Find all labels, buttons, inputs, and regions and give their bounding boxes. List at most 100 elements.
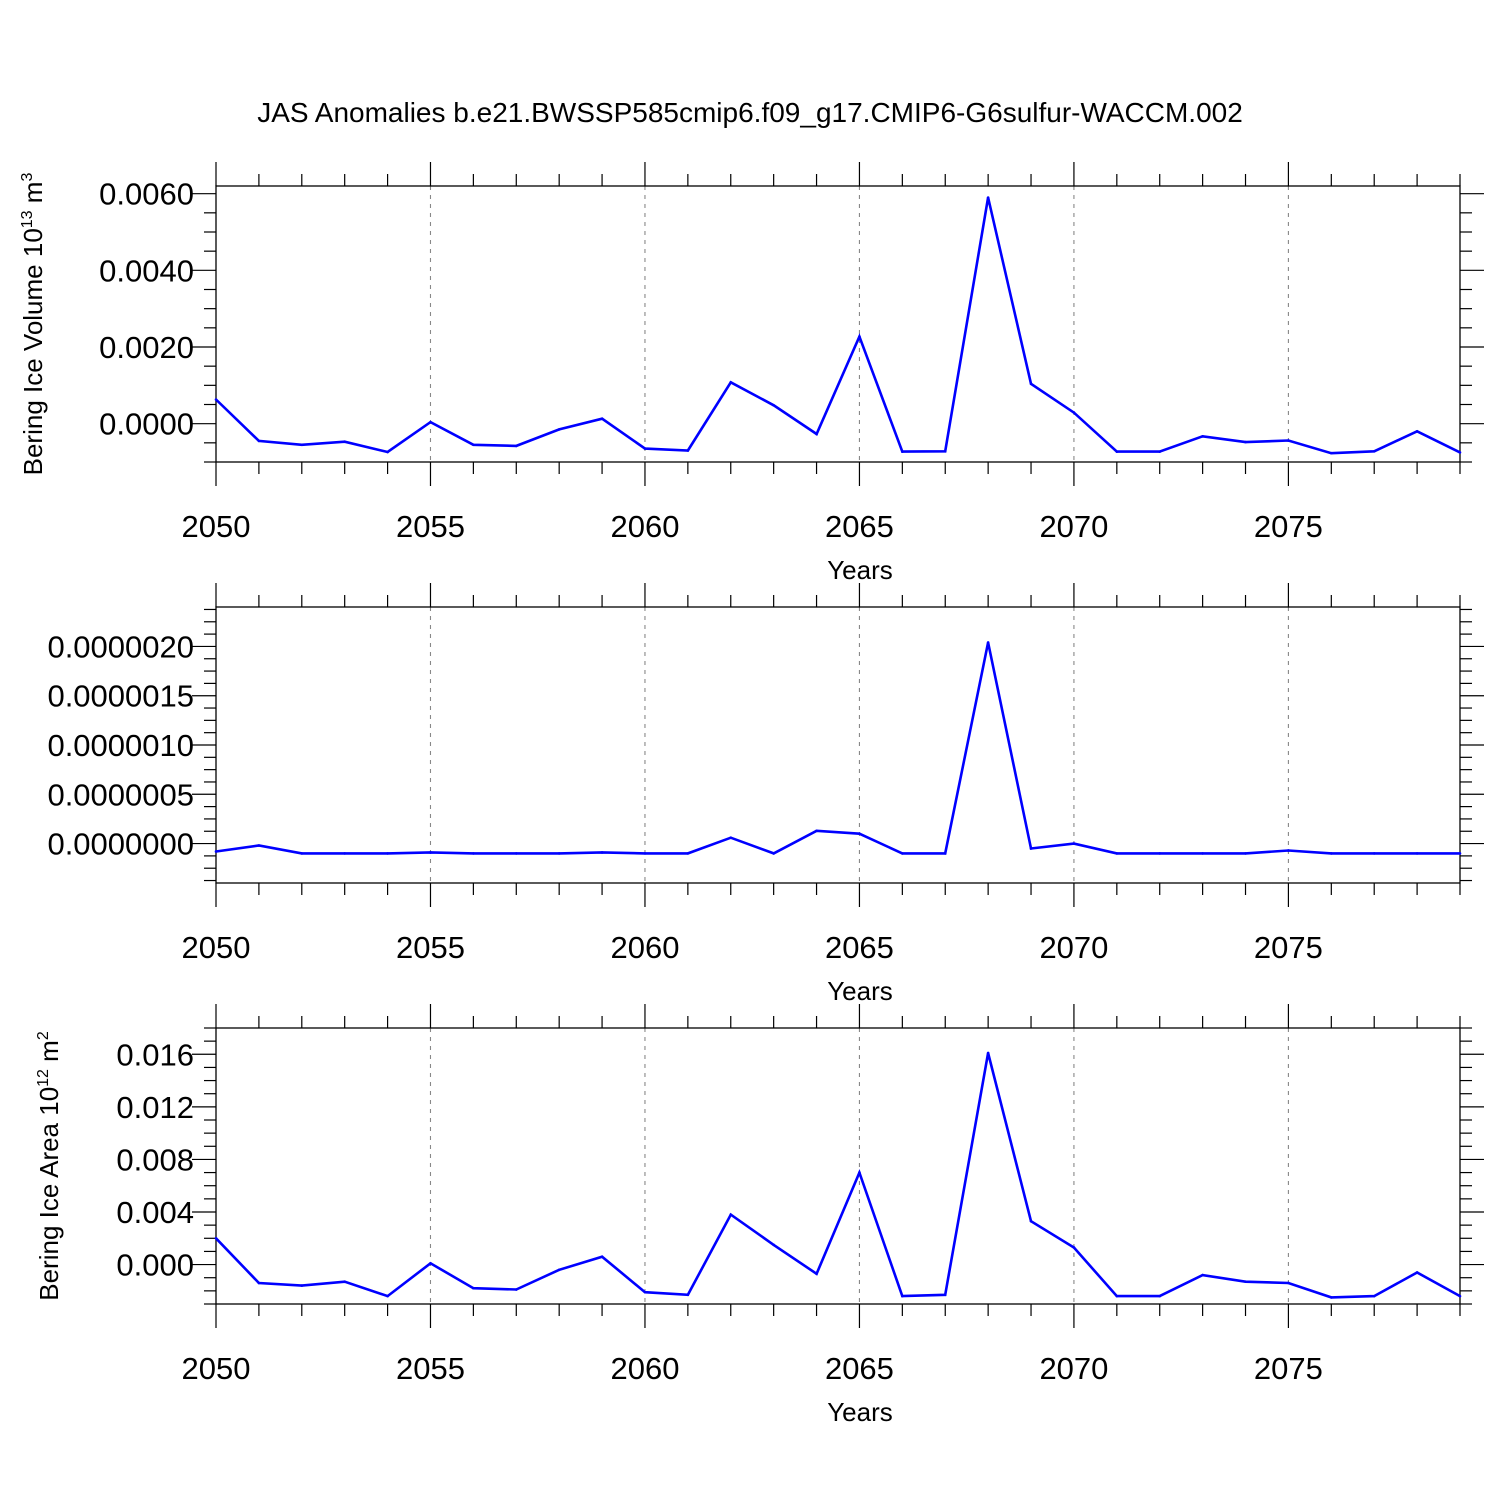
x-tick-label: 2065 bbox=[825, 509, 894, 544]
data-point bbox=[686, 852, 690, 855]
data-point bbox=[1072, 411, 1076, 414]
x-tick-label: 2060 bbox=[610, 509, 679, 544]
data-point bbox=[257, 439, 261, 443]
y-tick-label: 0.000 bbox=[116, 1248, 194, 1283]
data-point bbox=[1330, 852, 1333, 855]
data-point bbox=[386, 450, 389, 454]
data-point bbox=[772, 852, 775, 855]
data-point bbox=[1029, 847, 1033, 850]
data-point bbox=[472, 1286, 475, 1290]
data-point bbox=[557, 428, 561, 431]
y-axis-label-text: Bering Ice Area 10 bbox=[34, 1087, 64, 1301]
data-point bbox=[1287, 849, 1290, 852]
data-point bbox=[1158, 852, 1162, 855]
data-point bbox=[686, 449, 690, 452]
y-axis-label-unit: m bbox=[34, 1040, 64, 1069]
y-tick-label: 0.0060 bbox=[99, 177, 194, 212]
data-point bbox=[1115, 852, 1119, 855]
data-point bbox=[1244, 852, 1247, 855]
x-tick-label: 2050 bbox=[182, 930, 251, 965]
data-point bbox=[1330, 1296, 1333, 1299]
data-point bbox=[901, 852, 904, 855]
data-point bbox=[472, 443, 475, 447]
data-point bbox=[858, 832, 861, 836]
data-point bbox=[858, 335, 861, 338]
data-point bbox=[943, 449, 947, 453]
y-axis-label-exponent: 13 bbox=[19, 210, 36, 228]
data-point bbox=[1201, 1273, 1204, 1277]
data-point bbox=[1072, 1246, 1076, 1249]
y-tick-label: 0.016 bbox=[116, 1037, 194, 1072]
y-axis-label-exponent: 12 bbox=[35, 1069, 52, 1087]
x-tick-label: 2075 bbox=[1254, 930, 1323, 965]
x-tick-label: 2055 bbox=[396, 930, 465, 965]
data-point bbox=[1330, 451, 1333, 455]
data-point bbox=[643, 1290, 647, 1294]
x-tick-label: 2060 bbox=[610, 1351, 679, 1386]
series-line bbox=[215, 197, 1461, 455]
data-point bbox=[300, 852, 304, 855]
data-point bbox=[1029, 382, 1033, 386]
data-point bbox=[1115, 1294, 1119, 1298]
data-point bbox=[557, 852, 561, 855]
data-point bbox=[1244, 440, 1247, 444]
y-tick-label: 0.0000010 bbox=[47, 728, 194, 763]
data-point bbox=[815, 1272, 818, 1276]
data-point bbox=[300, 443, 304, 447]
y-tick-label: 0.0000000 bbox=[47, 827, 194, 862]
x-tick-label: 2065 bbox=[825, 1351, 894, 1386]
y-tick-label: 0.004 bbox=[116, 1195, 194, 1230]
data-point bbox=[1287, 439, 1290, 442]
data-point bbox=[557, 1268, 561, 1272]
data-point bbox=[1244, 1280, 1247, 1283]
y-tick-label: 0.0000005 bbox=[47, 777, 194, 812]
data-point bbox=[901, 450, 904, 453]
y-axis-label: Bering Ice Area 1012 m2 bbox=[34, 1031, 64, 1301]
data-point bbox=[1072, 842, 1076, 845]
x-tick-label: 2075 bbox=[1254, 1351, 1323, 1386]
x-tick-label: 2050 bbox=[182, 1351, 251, 1386]
data-point bbox=[772, 403, 775, 407]
data-point bbox=[514, 1288, 518, 1291]
y-axis-label-unit-exponent: 2 bbox=[35, 1031, 52, 1040]
data-point bbox=[300, 1284, 304, 1287]
data-point bbox=[1415, 430, 1419, 433]
data-point bbox=[1287, 1281, 1290, 1285]
data-point bbox=[386, 1294, 389, 1298]
data-point bbox=[1372, 852, 1376, 855]
series-line bbox=[215, 642, 1460, 855]
x-tick-label: 2075 bbox=[1254, 509, 1323, 544]
x-tick-label: 2070 bbox=[1039, 930, 1108, 965]
data-point bbox=[1115, 450, 1119, 453]
data-point bbox=[514, 852, 518, 855]
data-point bbox=[943, 1293, 947, 1297]
x-axis-label: Years bbox=[827, 555, 893, 585]
data-point bbox=[257, 1281, 261, 1285]
data-point bbox=[343, 852, 346, 855]
data-point bbox=[1201, 852, 1204, 855]
y-axis-label-unit: m bbox=[18, 182, 48, 211]
panel-3: 2050 2055 2060 2065 2070 2075 0.000 0.004 0.008 0… bbox=[34, 1004, 1484, 1427]
x-tick-label: 2070 bbox=[1039, 1351, 1108, 1386]
data-point bbox=[386, 852, 389, 855]
x-tick-label: 2055 bbox=[396, 1351, 465, 1386]
panel-2: 2050 2055 2060 2065 2070 2075 0.0000000 0.00000… bbox=[47, 583, 1484, 1006]
data-point bbox=[214, 850, 218, 853]
y-tick-label: 0.0000020 bbox=[47, 629, 194, 664]
data-point bbox=[1201, 435, 1204, 438]
data-point bbox=[815, 829, 818, 833]
x-tick-label: 2060 bbox=[610, 930, 679, 965]
y-tick-label: 0.0000 bbox=[99, 407, 194, 442]
data-point bbox=[986, 196, 990, 199]
data-point bbox=[1158, 450, 1162, 453]
data-point bbox=[600, 851, 604, 854]
y-axis-label-text: Bering Ice Volume 10 bbox=[18, 228, 48, 475]
x-axis-label: Years bbox=[827, 976, 893, 1006]
data-point bbox=[1415, 1271, 1419, 1274]
data-point bbox=[1458, 451, 1462, 454]
data-point bbox=[643, 447, 647, 450]
data-point bbox=[901, 1294, 904, 1298]
data-point bbox=[1372, 449, 1376, 453]
y-tick-label: 0.012 bbox=[116, 1090, 194, 1125]
